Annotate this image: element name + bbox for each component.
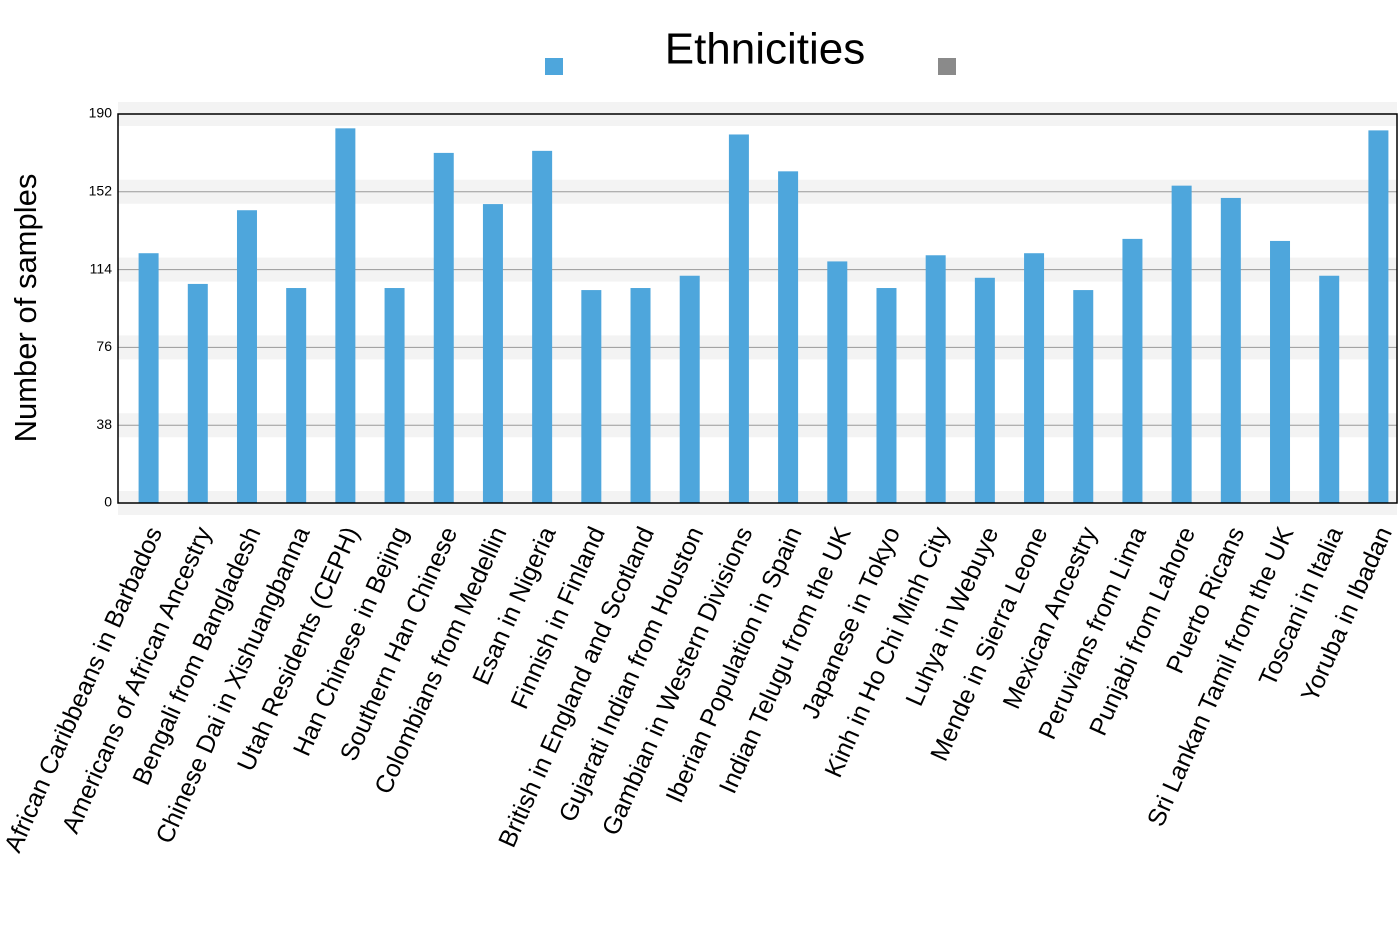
bar xyxy=(1024,253,1045,503)
bar xyxy=(1270,240,1291,504)
bar xyxy=(286,288,307,503)
legend-swatch xyxy=(545,58,563,75)
bar xyxy=(1368,130,1389,503)
y-tick-label: 76 xyxy=(96,338,112,354)
y-tick-label: 152 xyxy=(89,183,113,199)
bar xyxy=(1319,275,1340,503)
bar xyxy=(335,128,356,503)
bar xyxy=(827,261,848,503)
bar xyxy=(581,290,602,503)
bar xyxy=(138,253,159,503)
y-axis-label: Number of samples xyxy=(8,174,43,443)
chart-title: Ethnicities xyxy=(665,25,866,74)
bar xyxy=(630,288,651,503)
y-tick-label: 38 xyxy=(96,416,112,432)
bar xyxy=(1220,197,1241,503)
legend-swatch xyxy=(938,58,956,75)
bar xyxy=(974,277,995,503)
bar xyxy=(1171,185,1192,503)
bar xyxy=(925,255,946,503)
bar xyxy=(532,150,553,503)
bar xyxy=(482,204,503,503)
bar xyxy=(728,134,749,503)
bar xyxy=(384,288,405,503)
bar xyxy=(778,171,799,504)
bar xyxy=(187,283,208,503)
bar xyxy=(236,210,257,503)
bar xyxy=(876,288,897,503)
bar xyxy=(679,275,700,503)
plot-frame xyxy=(117,113,1398,504)
bar xyxy=(1073,290,1094,503)
bar xyxy=(1122,238,1143,504)
y-tick-label: 114 xyxy=(90,260,113,276)
y-tick-label: 190 xyxy=(89,105,113,121)
y-tick-label: 0 xyxy=(104,494,112,510)
bar xyxy=(433,152,454,503)
